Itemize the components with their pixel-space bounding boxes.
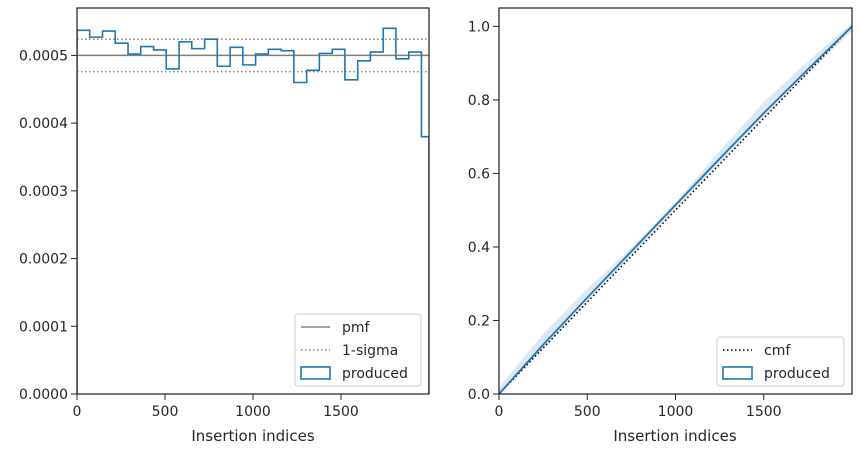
pmf-legend-frame [294, 313, 422, 387]
pmf-y-tick-label: 0.0003 [19, 184, 68, 200]
pmf-x-tick-label: 1000 [235, 404, 271, 420]
produced-line [499, 25, 852, 394]
cmf-panel: 0 500 1000 1500 0.0 0.2 0.4 0.6 0.8 1.0 Insertion… [468, 7, 853, 445]
cmf-line [499, 25, 852, 394]
pmf-x-tick-label: 500 [152, 404, 179, 420]
pmf-x-tick-label: 1500 [323, 404, 359, 420]
pmf-x-axis-label: Insertion indices [191, 427, 314, 445]
cmf-x-tick-label: 1000 [658, 404, 694, 420]
cmf-y-tick-label: 0.4 [468, 240, 490, 256]
pmf-y-tick-label: 0.0000 [19, 387, 68, 403]
cmf-y-tick-label: 0.0 [468, 387, 490, 403]
cmf-x-tick-label: 0 [495, 404, 504, 420]
pmf-x-tick-label: 0 [73, 404, 82, 420]
cmf-y-tick-label: 0.2 [468, 313, 490, 329]
pmf-y-tick-label: 0.0005 [19, 48, 68, 64]
cmf-legend: cmf produced [716, 336, 845, 387]
pmf-y-tick-label: 0.0002 [19, 252, 68, 268]
pmf-legend: pmf 1-sigma produced [294, 313, 422, 387]
cmf-y-tick-label: 1.0 [468, 19, 490, 35]
cmf-legend-frame [716, 336, 845, 387]
produced-histogram [77, 27, 429, 394]
cmf-y-tick-label: 0.8 [468, 93, 490, 109]
pmf-panel: 0 500 1000 1500 0.0000 0.0001 0.0002 0.0003 0.00… [19, 7, 430, 445]
produced-band [499, 23, 852, 394]
legend-produced-swatch [722, 366, 753, 380]
legend-label: 1-sigma [342, 343, 398, 359]
cmf-x-tick-label: 1500 [746, 404, 782, 420]
pmf-y-tick-label: 0.0001 [19, 319, 68, 335]
cmf-y-tick-label: 0.6 [468, 166, 490, 182]
pmf-y-tick-label: 0.0004 [19, 116, 68, 132]
cmf-x-tick-label: 500 [574, 404, 601, 420]
legend-label: cmf [764, 343, 791, 359]
pmf-series-group [77, 27, 429, 394]
legend-label: pmf [342, 320, 371, 336]
legend-label: produced [764, 366, 830, 382]
cmf-x-axis-label: Insertion indices [613, 427, 736, 445]
cmf-series-group [499, 23, 852, 394]
legend-label: produced [342, 366, 408, 382]
legend-produced-swatch [300, 366, 331, 380]
